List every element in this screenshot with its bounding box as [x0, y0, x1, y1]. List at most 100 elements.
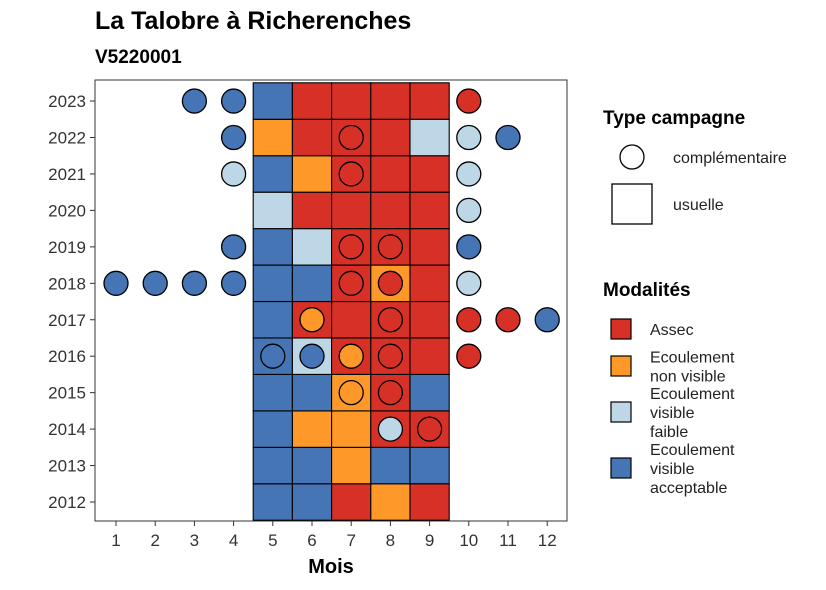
tile [370, 82, 411, 120]
tile [331, 191, 372, 230]
tile [409, 337, 450, 375]
tile [409, 373, 450, 412]
point [495, 307, 521, 333]
point [456, 197, 482, 224]
x-tick-label: 7 [346, 531, 355, 550]
tile [409, 191, 450, 230]
y-tick-label: 2017 [48, 311, 86, 330]
legend-swatch [610, 401, 632, 423]
point [534, 307, 560, 333]
point [456, 88, 482, 114]
tile [409, 446, 450, 485]
point [377, 270, 404, 296]
legend-type-title: Type campagne [603, 108, 745, 129]
point [181, 88, 208, 114]
tile [409, 228, 450, 266]
point [456, 307, 482, 333]
x-tick-label: 2 [150, 531, 159, 550]
point [495, 124, 521, 151]
y-tick-label: 2018 [48, 274, 86, 293]
y-tick-label: 2013 [48, 457, 86, 476]
legend-modalite-label: Ecoulement non visible [650, 350, 735, 386]
legend-modalite-line: visible [650, 405, 695, 422]
point [338, 124, 364, 151]
tile [331, 300, 372, 339]
tile [409, 82, 450, 120]
tile [370, 155, 411, 193]
tile [409, 483, 450, 521]
tile [370, 118, 411, 157]
x-tick-label: 12 [538, 531, 557, 550]
y-tick-label: 2021 [48, 165, 86, 184]
chart-title: La Talobre à Richerenches [95, 7, 411, 35]
point [456, 161, 482, 187]
legend-swatch [610, 355, 632, 377]
point [338, 343, 364, 369]
legend-modalite-line: Ecoulement [650, 442, 735, 459]
legend-modalite-line: visible [650, 461, 695, 478]
point [299, 343, 325, 369]
point [220, 161, 247, 187]
tile [370, 191, 411, 230]
legend-swatch [610, 318, 632, 340]
tile [252, 191, 293, 230]
x-tick-label: 3 [190, 531, 199, 550]
point [456, 270, 482, 296]
y-tick-label: 2023 [48, 92, 86, 111]
point [220, 270, 247, 296]
point [103, 270, 129, 296]
tile [291, 446, 333, 485]
y-tick-label: 2014 [48, 420, 86, 439]
tile [291, 155, 333, 193]
tile [252, 483, 293, 521]
x-tick-label: 1 [111, 531, 120, 550]
tile [291, 191, 333, 230]
legend-type-label: usuelle [673, 197, 724, 214]
point [220, 124, 247, 151]
point [377, 343, 404, 369]
x-tick-label: 11 [499, 531, 517, 550]
tile [252, 118, 293, 157]
legend-modalite-label: Assec [650, 322, 694, 339]
point [377, 416, 404, 442]
tile [331, 410, 372, 448]
tile [370, 483, 411, 521]
tile [331, 82, 372, 120]
tile [331, 446, 372, 485]
tile [252, 373, 293, 412]
tile [252, 264, 293, 303]
point [260, 343, 286, 369]
tile [291, 228, 333, 266]
x-tick-label: 10 [459, 531, 478, 550]
point [142, 270, 168, 296]
chart-subtitle: V5220001 [95, 47, 182, 68]
point [338, 161, 364, 187]
point [416, 416, 443, 442]
point [338, 270, 364, 296]
legend-type-label: complémentaire [673, 150, 787, 167]
legend-modalites-title: Modalités [603, 280, 691, 301]
tile [252, 410, 293, 448]
tile [252, 155, 293, 193]
tile [409, 155, 450, 193]
x-tick-label: 6 [307, 531, 316, 550]
legend-modalite-label: Ecoulement visible faible [650, 386, 735, 441]
tile [331, 483, 372, 521]
x-tick-label: 9 [425, 531, 434, 550]
point [220, 234, 247, 260]
plot-area: 1 2 3 4 5 6 7 8 9 10 11 122012201320142015201620172… [48, 79, 568, 550]
legend-swatch [610, 457, 632, 479]
point [338, 379, 364, 406]
tile [252, 300, 293, 339]
point [377, 234, 404, 260]
tile [291, 264, 333, 303]
legend-modalite-line: Ecoulement [650, 350, 735, 367]
tile [252, 82, 293, 120]
legend-modalite-line: Ecoulement [650, 386, 735, 403]
tile [409, 300, 450, 339]
legend-modalite-label: Ecoulement visible acceptable [650, 442, 735, 497]
point [456, 343, 482, 369]
legend-key-circle [619, 144, 645, 170]
point [338, 234, 364, 260]
